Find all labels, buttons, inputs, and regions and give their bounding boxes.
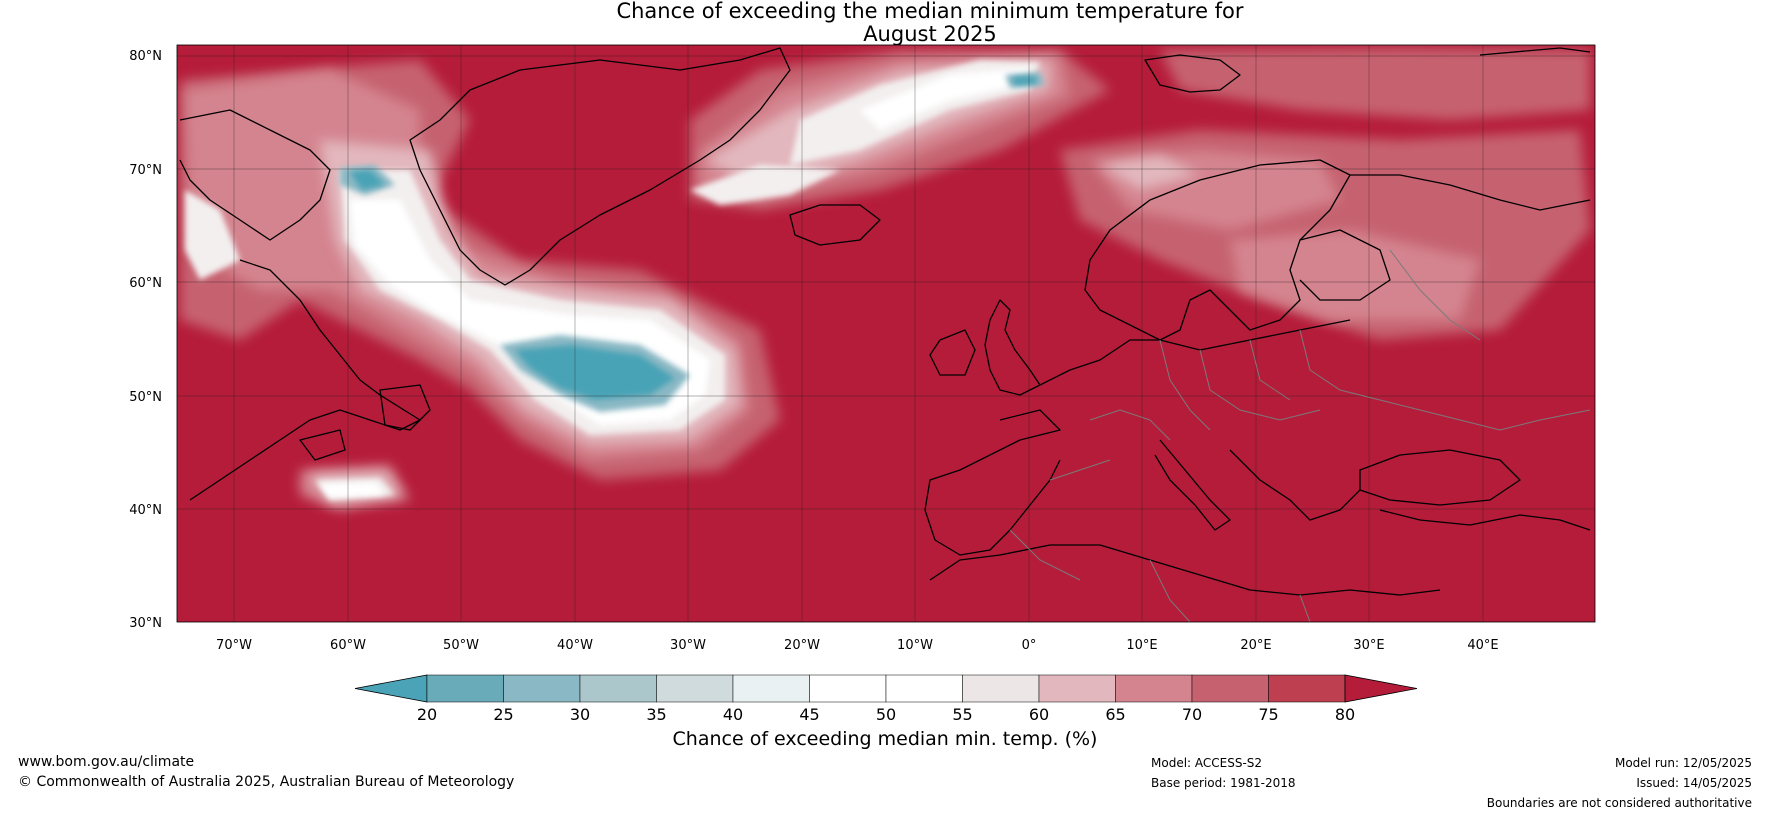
lon-label: 20°W: [784, 638, 820, 653]
colorbar-tick-label: 35: [646, 705, 666, 724]
footer-issued: Issued: 14/05/2025: [1636, 776, 1752, 790]
colorbar-tick-label: 65: [1105, 705, 1125, 724]
colorbar-extend-low: [354, 674, 428, 703]
lat-labels: 80°N 70°N 60°N 50°N 40°N 30°N: [129, 49, 162, 631]
lon-labels: 70°W 60°W 50°W 40°W 30°W 20°W 10°W 0° 10…: [216, 638, 1499, 653]
footer-model-run: Model run: 12/05/2025: [1614, 756, 1752, 770]
colorbar-segment: [732, 674, 810, 703]
colorbar-extend-high: [1344, 674, 1418, 703]
finland-coast: [1299, 229, 1391, 301]
colorbar-segment: [1115, 674, 1193, 703]
colorbar-tick-label: 50: [876, 705, 896, 724]
footer-base-period: Base period: 1981-2018: [1151, 776, 1296, 790]
colorbar-tick-label: 70: [1182, 705, 1202, 724]
colorbar-tick-label: 40: [723, 705, 743, 724]
novaya-zemlya: [1479, 47, 1591, 56]
lon-label: 60°W: [330, 638, 366, 653]
colorbar-segment: [962, 674, 1040, 703]
lon-label: 30°E: [1353, 638, 1384, 653]
colorbar-segment: [1268, 674, 1346, 703]
nova-scotia: [299, 429, 346, 461]
italy-coast: [1154, 439, 1231, 531]
colorbar-segment: [1038, 674, 1116, 703]
lat-label: 70°N: [129, 163, 162, 178]
lat-label: 40°N: [129, 503, 162, 518]
band-20-25: [350, 76, 1037, 400]
greenland-coast: [409, 47, 791, 286]
country-borders: [1009, 249, 1591, 622]
coastlines: [179, 47, 1591, 596]
colorbar-segment: [503, 674, 581, 703]
title-line-1: Chance of exceeding the median minimum t…: [616, 0, 1244, 23]
map-panel: [177, 45, 1595, 622]
labrador-coast: [189, 259, 421, 501]
lat-label: 60°N: [129, 276, 162, 291]
balkans-coast: [1229, 449, 1361, 521]
lat-label: 80°N: [129, 49, 162, 64]
colorbar-tick-label: 45: [799, 705, 819, 724]
colorbar-tick-label: 25: [493, 705, 513, 724]
footer-disclaimer: Boundaries are not considered authoritat…: [1486, 796, 1752, 810]
footer-model: Model: ACCESS-S2: [1151, 756, 1263, 770]
footer-copyright: © Commonwealth of Australia 2025, Austra…: [18, 774, 515, 790]
colorbar-tick-label: 75: [1258, 705, 1278, 724]
great-britain-coast: [984, 299, 1041, 396]
colorbar-tick-label: 30: [570, 705, 590, 724]
lon-label: 10°E: [1126, 638, 1157, 653]
newfoundland-coast: [379, 384, 431, 431]
svalbard-coast: [1144, 54, 1241, 93]
colorbar-segment: [809, 674, 887, 703]
lon-label: 40°E: [1467, 638, 1498, 653]
lon-label: 30°W: [670, 638, 706, 653]
baffin-coast: [179, 109, 331, 241]
footer-url: www.bom.gov.au/climate: [18, 754, 195, 770]
lon-label: 40°W: [557, 638, 593, 653]
scandinavia-coast: [1084, 159, 1351, 341]
colorbar-segment: [579, 674, 657, 703]
lat-label: 30°N: [129, 616, 162, 631]
title-line-2: August 2025: [863, 22, 997, 46]
black-sea-coast: [1359, 449, 1521, 506]
ireland-coast: [929, 329, 976, 376]
colorbar-segment: [1191, 674, 1269, 703]
probability-field: [180, 48, 1590, 510]
iberia-coast: [924, 409, 1061, 556]
lat-label: 50°N: [129, 390, 162, 405]
colorbar-label: Chance of exceeding median min. temp. (%…: [672, 728, 1098, 750]
colorbar-segment: [426, 674, 504, 703]
lon-label: 10°W: [897, 638, 933, 653]
map-frame: [176, 44, 1596, 623]
colorbar-segment: [656, 674, 734, 703]
kola-coast: [1350, 174, 1591, 211]
iceland-coast: [789, 204, 881, 246]
anatolia-coast: [1379, 509, 1591, 531]
lon-label: 20°E: [1240, 638, 1271, 653]
graticule: [177, 45, 1595, 622]
lon-label: 50°W: [443, 638, 479, 653]
lon-label: 70°W: [216, 638, 252, 653]
colorbar-tick-label: 55: [952, 705, 972, 724]
colorbar-tick-label: 80: [1335, 705, 1355, 724]
north-africa-coast: [929, 544, 1441, 596]
lon-label: 0°: [1022, 638, 1037, 653]
colorbar-segment: [885, 674, 963, 703]
colorbar-tick-label: 20: [417, 705, 437, 724]
colorbar: 20 25 30 35 40 45 50 55 60 65 70 75 80: [354, 674, 1418, 724]
chart-title: Chance of exceeding the median minimum t…: [0, 0, 1770, 46]
colorbar-tick-label: 60: [1029, 705, 1049, 724]
